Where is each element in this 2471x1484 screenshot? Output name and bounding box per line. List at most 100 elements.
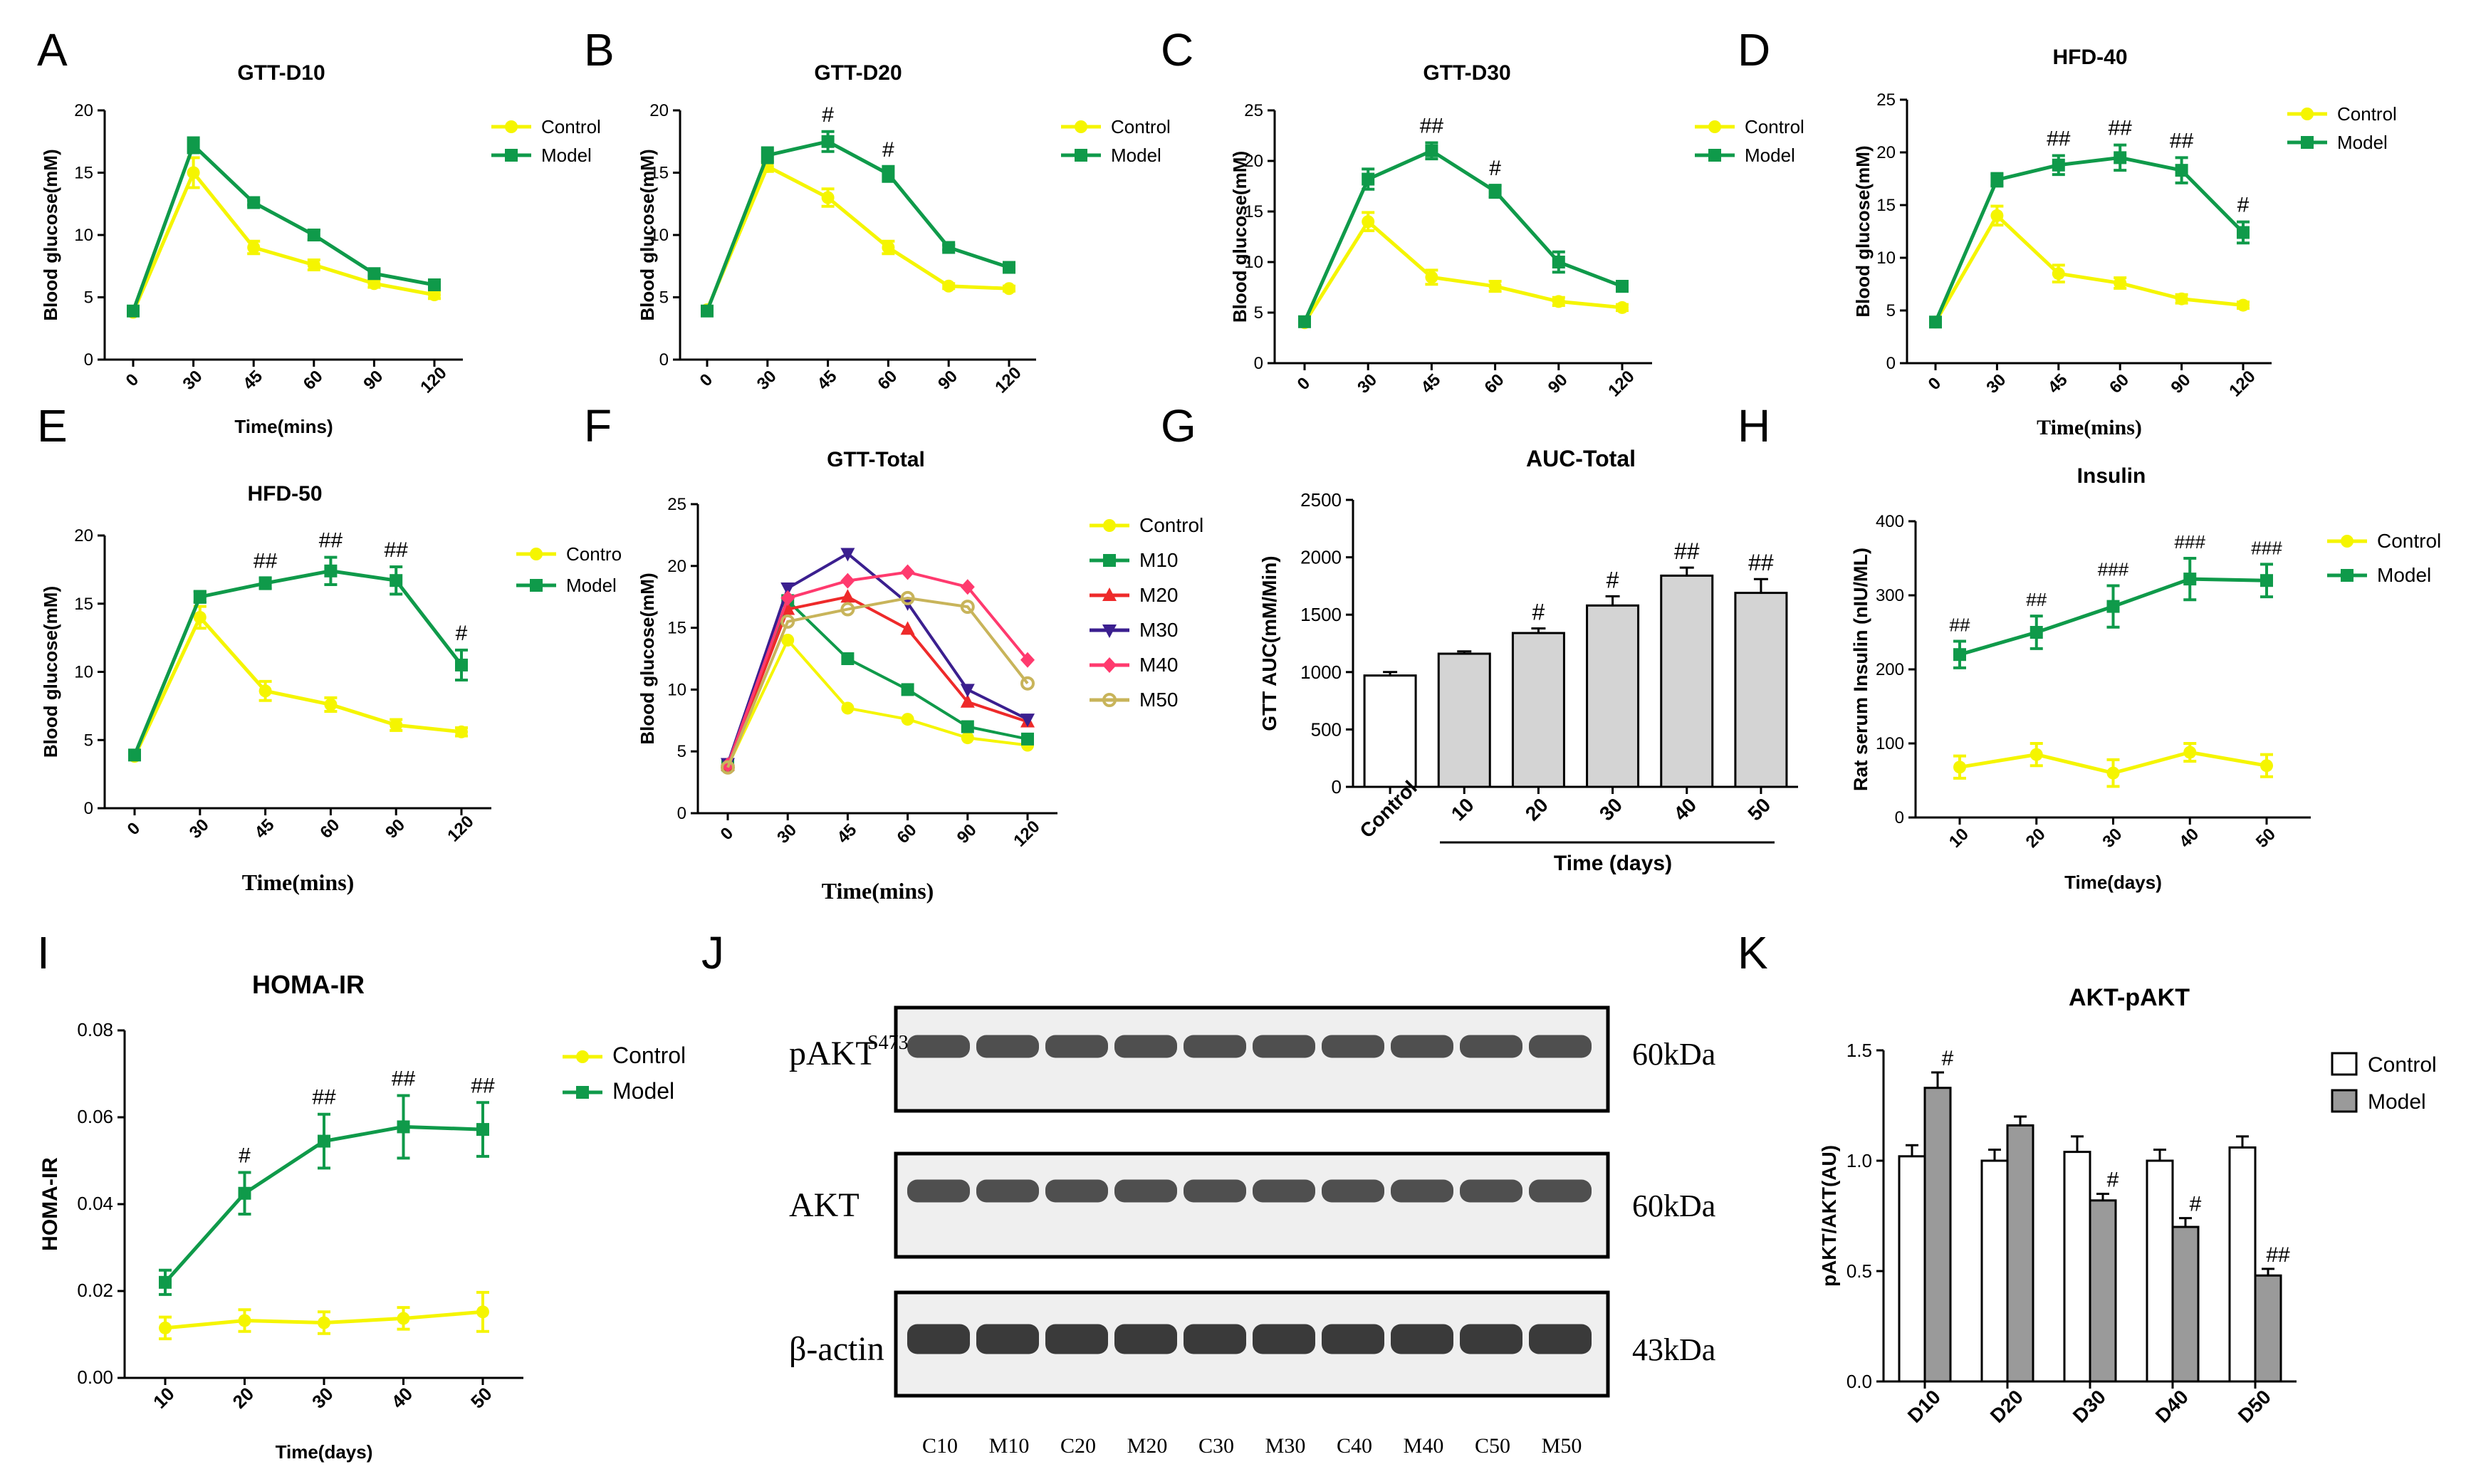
x-tick-label: 120 [2225,367,2259,400]
data-point-model [455,658,468,672]
data-point-control [397,1312,410,1325]
data-point-model [1929,315,1942,329]
data-point-m50 [840,602,855,617]
y-tick-label: 1.0 [1846,1150,1872,1171]
bar [1586,604,1640,788]
series-line-control [131,169,435,313]
data-point-model [2175,164,2188,177]
x-tick-label: 120 [1010,817,1043,850]
data-point-control [961,731,974,745]
x-tick-label: 90 [2168,370,2195,397]
y-axis-label: Blood glucose(mM) [40,586,61,758]
y-tick-label: 300 [1876,586,1904,605]
y-tick-label: 15 [1244,202,1263,221]
data-point-model [247,196,261,209]
y-tick-label: 400 [1876,512,1904,531]
significance-mark: # [1942,1047,1954,1070]
y-axis-label: Blood glucose(mM) [1852,145,1874,317]
x-tick-label: 0 [124,819,145,840]
data-point-model [2260,574,2273,587]
legend-label: Model [1745,145,1795,166]
y-axis-label: GTT AUC(mM/Min) [1258,555,1280,731]
data-point-model [307,229,320,241]
panel-letter-f: F [584,400,612,451]
panel-letter-i: I [37,927,50,978]
blot-molecular-weight: 60kDa [1632,1188,1715,1223]
y-tick-label: 15 [649,164,669,183]
legend-marker [1708,149,1721,162]
legend-marker [505,149,518,162]
blot-band [1184,1324,1246,1354]
legend-label: Model [566,575,617,596]
y-tick-label: 0.5 [1846,1260,1872,1282]
legend-label: Control [1745,116,1804,137]
chart-title: GTT-D30 [1423,61,1510,85]
legend-label: Control [2368,1053,2437,1077]
blot-band [1391,1035,1453,1058]
significance-mark: ## [2170,129,2194,152]
y-tick-label: 25 [1876,90,1896,110]
y-tick-label: 20 [1876,143,1896,162]
significance-mark: # [456,622,468,645]
y-tick-label: 5 [1254,303,1263,323]
blot-label-superscript: S473 [867,1032,909,1054]
x-axis-label: Time(mins) [2037,416,2142,439]
panel-letters: A B C D E F G H I J K [37,24,1770,978]
panel-g-auc-total: AUC-Total 0 500 1000 1500 2000 2500 GTT AUC(mM/… [1258,446,1798,875]
data-point-control [821,191,835,204]
y-tick-label: 0 [84,799,93,818]
x-tick-label: 120 [1604,367,1638,400]
blot-band [1253,1035,1315,1058]
chart-title: AKT-pAKT [2069,984,2190,1011]
blot-lane-label: M20 [1127,1434,1168,1458]
data-point-control [1003,282,1015,296]
series-line-control [1933,212,2244,323]
y-tick-label: 10 [667,680,686,699]
data-point-m50 [900,590,915,605]
y-tick-label: 0.00 [77,1367,113,1388]
y-tick-label: 0.0 [1846,1371,1872,1392]
data-point-model [2114,151,2127,164]
significance-mark: ## [2047,127,2071,150]
blot-band [1529,1035,1592,1058]
bar-control [2146,1159,2174,1383]
legend-marker [1102,693,1117,707]
data-point-m40 [780,590,795,606]
data-point-m50 [960,600,975,615]
x-tick-label: 120 [991,363,1025,397]
x-tick-label: 30 [1982,370,2010,397]
y-tick-label: 15 [1876,196,1896,215]
legend-label: Control [2377,530,2441,552]
x-tick-label: 90 [934,367,961,394]
data-point-control [1362,215,1375,229]
data-point-control [390,719,403,732]
data-point-control [2175,292,2188,305]
x-tick-label: 30 [753,367,780,394]
blot-band [1114,1324,1177,1354]
y-tick-label: 10 [1876,249,1896,268]
data-point-control [307,258,320,271]
blot-lane-label: M30 [1265,1434,1306,1458]
y-tick-label: 20 [649,101,669,120]
blot-molecular-weight: 43kDa [1632,1332,1715,1367]
blot-band [976,1035,1039,1058]
y-tick-label: 0 [677,804,686,823]
chart-title: GTT-D20 [814,61,902,85]
blot-band [976,1324,1039,1354]
chart-title: GTT-Total [827,448,925,471]
x-tick-label: 120 [417,363,450,397]
data-point-control [1953,761,1966,774]
series-line-model [131,142,435,312]
blot-lane-label: C10 [922,1434,958,1458]
significance-mark: ## [319,529,343,553]
x-axis-label: Time(days) [276,1441,373,1463]
significance-mark: ## [392,1067,416,1091]
y-axis-label: Blood glucose(mM) [1229,151,1250,323]
legend-marker [530,548,543,560]
legend-label: M30 [1139,619,1178,641]
x-tick-label: 120 [444,812,477,845]
significance-mark: # [822,103,834,127]
blot-band [1322,1179,1384,1203]
y-tick-label: 0 [1254,354,1263,373]
